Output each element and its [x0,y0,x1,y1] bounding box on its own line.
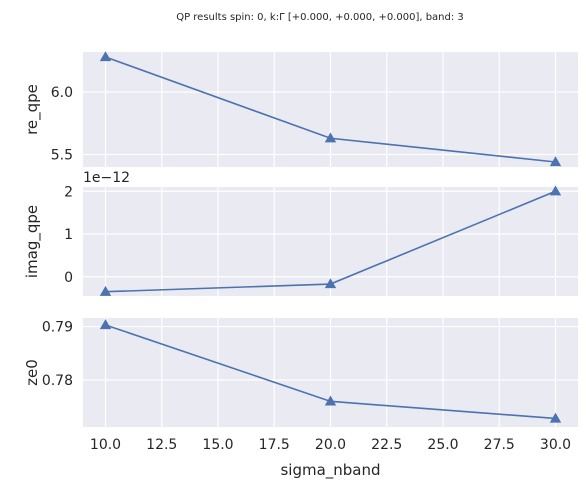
imag-qpe-data-point [549,185,562,196]
ze0-ylabel: ze0 [23,359,41,386]
ze0-xtick-label: 15.0 [202,437,233,453]
imag-qpe-data-point [324,278,337,289]
imag-qpe-ylabel: imag_qpe [23,205,42,278]
re-qpe-data-point [99,51,112,62]
figure-suptitle: QP results spin: 0, k:Γ [+0.000, +0.000,… [176,12,464,23]
ze0-xtick-label: 17.5 [259,437,290,453]
ze0-ytick-label: 0.78 [42,373,73,389]
re-qpe-ytick-label: 6.0 [51,85,73,101]
ze0-xtick-label: 22.5 [371,437,402,453]
ze0-panel: 0.78 0.79 10.0 12.5 15.0 17.5 20.0 22.5 25.0 27.5… [23,318,578,480]
imag-qpe-offset-text: 1e−12 [83,170,130,186]
ze0-data-point [549,412,562,423]
re-qpe-ylabel: re_qpe [23,84,42,135]
ze0-data-point [324,395,337,406]
ze0-xtick-label: 27.5 [484,437,515,453]
imag-qpe-panel: 0 1 2 imag_qpe 1e−12 [23,170,578,296]
ze0-xtick-label: 12.5 [146,437,177,453]
re-qpe-data-point [324,132,337,143]
re-qpe-panel: 5.5 6.0 re_qpe [23,51,578,167]
imag-qpe-ytick-label: 2 [64,184,73,200]
ze0-xtick-label: 25.0 [427,437,458,453]
ze0-xtick-label: 30.0 [540,437,571,453]
re-qpe-data-point [549,156,562,167]
ze0-xlabel: sigma_nband [280,461,380,480]
ze0-ytick-label: 0.79 [42,320,73,336]
ze0-xtick-label: 20.0 [315,437,346,453]
ze0-xtick-label: 10.0 [90,437,121,453]
re-qpe-ytick-label: 5.5 [51,148,73,164]
imag-qpe-ytick-label: 1 [64,227,73,243]
imag-qpe-data-point [99,285,112,296]
ze0-data-point [99,319,112,330]
imag-qpe-ytick-label: 0 [64,270,73,286]
